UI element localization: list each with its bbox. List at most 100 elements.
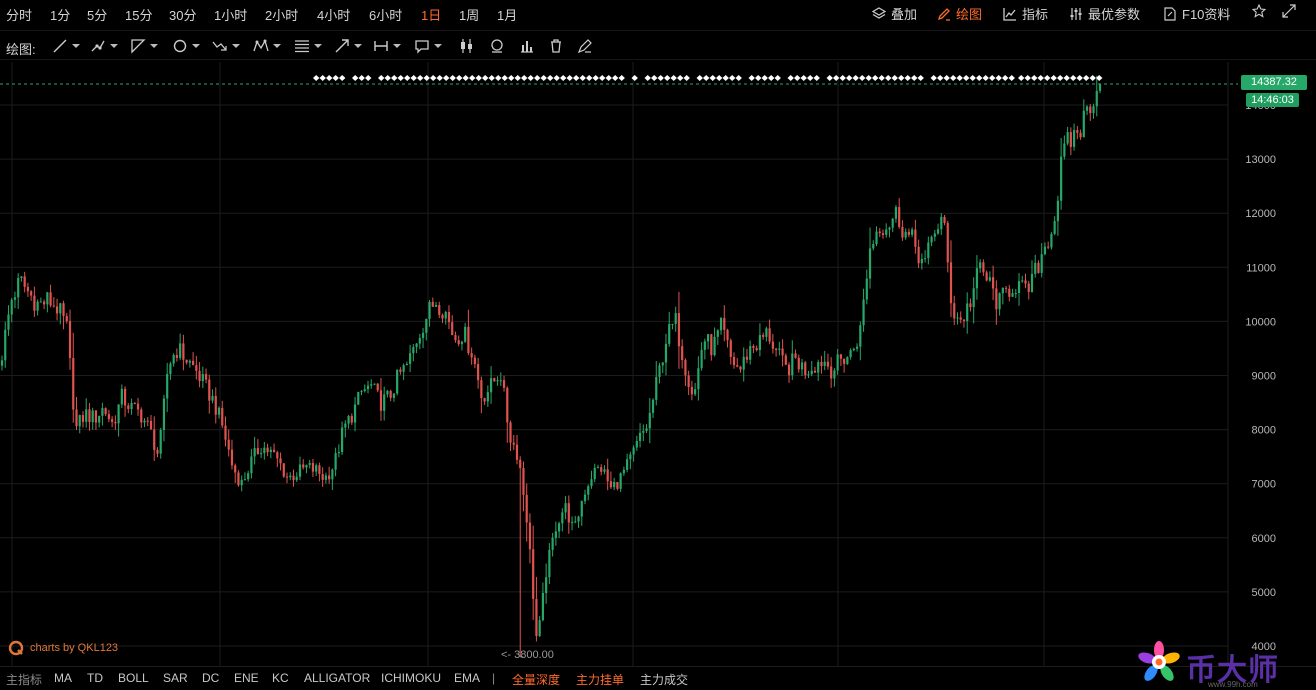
timeframe-tab[interactable]: 2小时 [265, 8, 299, 23]
marker-diamond [976, 75, 983, 81]
draw-button[interactable]: 绘图 [937, 4, 982, 23]
candle-body [269, 449, 272, 453]
price-tick-label: 9000 [1252, 371, 1276, 383]
timeframe-tab[interactable]: 1分 [50, 8, 71, 23]
timeframe-tab[interactable]: 1周 [459, 8, 480, 23]
pattern-tool[interactable] [253, 38, 281, 54]
candle-body [956, 317, 959, 319]
fullscreen-button[interactable] [1282, 4, 1296, 18]
candle-body [1056, 200, 1059, 222]
indicator-boll[interactable]: BOLL [118, 671, 149, 685]
marker-diamond [618, 75, 625, 81]
marker-diamond [865, 75, 872, 81]
candle-body [557, 523, 561, 532]
candle-body [969, 303, 972, 308]
circle-tool[interactable] [172, 38, 200, 54]
candle-body [583, 494, 587, 502]
candle-body [784, 355, 787, 365]
candle-body [810, 370, 813, 375]
candle-body [775, 348, 778, 350]
candle-body [370, 384, 373, 386]
candle-body [697, 368, 700, 390]
indicator-dc[interactable]: DC [202, 671, 220, 685]
main-trades-button[interactable]: 主力成交 [640, 673, 689, 687]
eraser-tool[interactable] [577, 38, 593, 54]
candle-body [473, 357, 476, 365]
f10-label: F10资料 [1182, 7, 1231, 22]
marker-diamond [995, 75, 1002, 81]
candlestick-chart[interactable]: 4000 5000 6000 7000 8000 9000 10000 11000 12000 1… [0, 62, 1316, 666]
candle-body [535, 598, 538, 637]
candle-body [849, 350, 852, 358]
marker-diamond [774, 75, 781, 81]
indicator-ichimoku[interactable]: ICHIMOKU [381, 671, 441, 685]
candle-body [91, 410, 94, 423]
candle-body [661, 362, 664, 366]
candle-body [658, 365, 661, 378]
candle-body [694, 389, 697, 395]
candle-body [852, 348, 855, 351]
indicator-ene[interactable]: ENE [234, 671, 259, 685]
candle-body [276, 452, 279, 459]
favorite-button[interactable] [1252, 4, 1266, 18]
candle-body [962, 319, 966, 322]
candle-body [768, 328, 771, 342]
candle-body [716, 330, 719, 337]
candle-body [953, 303, 956, 319]
indicator-td[interactable]: TD [87, 671, 103, 685]
marker-diamond [664, 75, 671, 81]
timeframe-tab[interactable]: 分时 [6, 8, 33, 23]
best-params-button[interactable]: 最优参数 [1069, 4, 1140, 23]
timeframe-tab[interactable]: 1月 [497, 8, 518, 23]
candle-body [149, 420, 153, 430]
timeframe-tab[interactable]: 5分 [87, 8, 108, 23]
overlay-button[interactable]: 叠加 [872, 4, 917, 23]
comment-tool[interactable] [414, 38, 442, 54]
candle-body [331, 469, 334, 480]
timeframe-tab[interactable]: 30分 [169, 8, 197, 23]
indicator-kc[interactable]: KC [272, 671, 289, 685]
arrow-tool[interactable] [334, 38, 362, 54]
f10-button[interactable]: F10资料 [1163, 4, 1230, 23]
wave-tool[interactable] [212, 38, 240, 54]
candle-body [292, 475, 295, 481]
candle-body [522, 467, 525, 495]
angle-tool[interactable] [130, 38, 158, 54]
trash-icon [551, 39, 561, 53]
main-orders-button[interactable]: 主力挂单 [576, 673, 625, 687]
template-tool[interactable] [489, 38, 505, 54]
candle-body [234, 465, 237, 473]
delete-drawings-button[interactable] [548, 38, 564, 54]
timeframe-tab[interactable]: 4小时 [317, 8, 351, 23]
candle-body [1014, 293, 1017, 295]
indicator-sar[interactable]: SAR [163, 671, 188, 685]
path-tool[interactable] [90, 38, 118, 54]
candles-tool[interactable] [459, 38, 475, 54]
bars-tool[interactable] [519, 38, 535, 54]
candle-body [243, 479, 247, 481]
candle-body [1079, 132, 1082, 138]
fib-tool[interactable] [294, 38, 322, 54]
indicator-ma[interactable]: MA [54, 671, 72, 685]
candle-body [1030, 273, 1034, 292]
candle-body [706, 334, 710, 342]
timeframe-tab[interactable]: 15分 [125, 8, 153, 23]
line-tool[interactable] [52, 38, 80, 54]
indicator-alligator[interactable]: ALLIGATOR [304, 671, 371, 685]
marker-diamond [553, 75, 560, 81]
marker-diamond [677, 75, 684, 81]
candle-body [988, 277, 991, 281]
candle-body [515, 444, 519, 460]
candle-body [923, 258, 927, 260]
timeframe-tab-active[interactable]: 1日 [421, 8, 442, 23]
candle-body [846, 357, 849, 364]
indicators-button[interactable]: 指标 [1003, 4, 1048, 23]
timeframe-tab[interactable]: 1小时 [214, 8, 248, 23]
depth-button[interactable]: 全量深度 [512, 673, 561, 687]
timeframe-tab[interactable]: 6小时 [369, 8, 403, 23]
indicator-ema[interactable]: EMA [454, 671, 481, 685]
candle-body [438, 304, 441, 315]
marker-diamond [748, 75, 755, 81]
range-tool[interactable] [373, 38, 401, 54]
candle-body [353, 404, 357, 423]
